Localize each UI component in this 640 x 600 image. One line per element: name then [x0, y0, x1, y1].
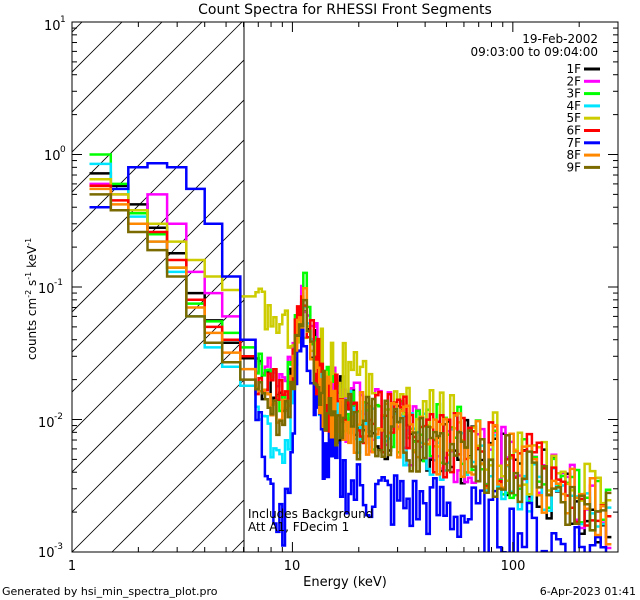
x-tick-label-10: 10	[284, 559, 301, 574]
time-range-label: 09:03:00 to 09:04:00	[471, 45, 598, 59]
legend-label-8F: 8F	[566, 148, 581, 162]
x-tick-label-1: 1	[68, 559, 76, 574]
svg-text:10: 10	[38, 416, 55, 431]
svg-text:10: 10	[44, 149, 61, 164]
svg-text:10: 10	[44, 19, 61, 34]
svg-text:0: 0	[60, 145, 66, 155]
legend-label-7F: 7F	[566, 136, 581, 150]
footer-generated-by: Generated by hsi_min_spectra_plot.pro	[2, 585, 218, 598]
x-tick-label-100: 100	[501, 559, 526, 574]
svg-text:10: 10	[38, 546, 55, 561]
legend-label-6F: 6F	[566, 124, 581, 138]
svg-text:1: 1	[60, 15, 66, 25]
series-line-7F	[89, 161, 608, 552]
svg-text:-2: -2	[54, 412, 63, 422]
legend-label-4F: 4F	[566, 99, 581, 113]
legend-label-5F: 5F	[566, 111, 581, 125]
legend-label-9F: 9F	[566, 160, 581, 174]
date-label: 19-Feb-2002	[522, 32, 598, 46]
y-tick-label-10^0: 10 0	[44, 145, 66, 164]
y-tick-label-10^-2: 10 -2	[38, 412, 63, 431]
series-line-9F	[89, 193, 612, 532]
axis-ticks	[71, 22, 619, 553]
footer-date: 6-Apr-2023 01:41	[540, 585, 636, 598]
y-tick-label-10^1: 10 1	[44, 15, 66, 34]
x-axis-label: Energy (keV)	[303, 575, 387, 590]
svg-text:10: 10	[38, 282, 55, 297]
annotation-background: Includes Background	[248, 507, 373, 521]
y-tick-label-10^-1: 10 -1	[38, 278, 63, 297]
y-tick-label-10^-3: 10 -3	[38, 542, 63, 561]
chart-title: Count Spectra for RHESSI Front Segments	[198, 2, 492, 18]
annotation-attenuator: Att A1, FDecim 1	[248, 520, 349, 534]
y-axis-label: counts cm-2 s-1 keV-1	[24, 238, 39, 360]
legend-label-1F: 1F	[566, 62, 581, 76]
svg-text:-3: -3	[54, 542, 63, 552]
svg-text:-1: -1	[54, 278, 63, 288]
legend-label-3F: 3F	[566, 87, 581, 101]
legend-label-2F: 2F	[566, 74, 581, 88]
